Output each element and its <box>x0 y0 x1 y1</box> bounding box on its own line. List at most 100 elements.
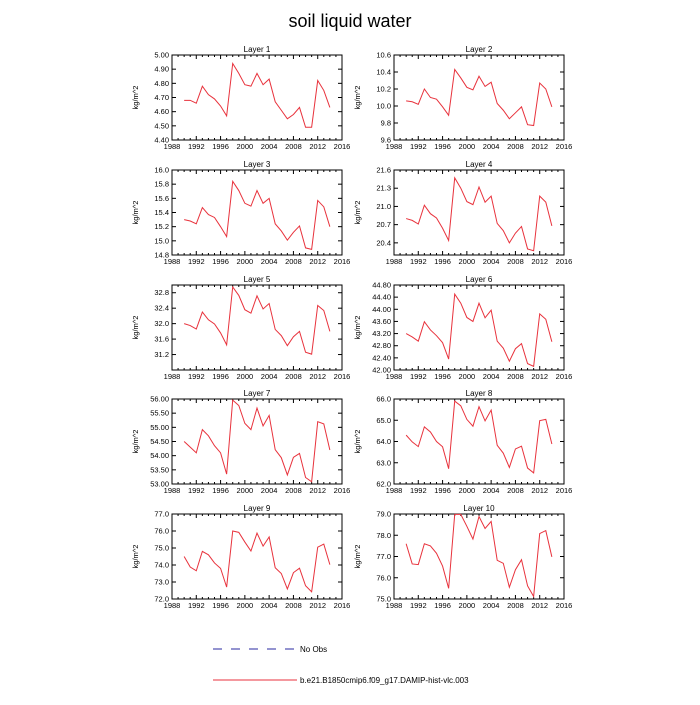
x-tick-label: 1996 <box>434 601 451 610</box>
y-tick-label: 44.80 <box>372 281 391 290</box>
series-line-8 <box>405 400 553 474</box>
y-tick-label: 42.80 <box>372 341 391 350</box>
y-tick-label: 31.2 <box>154 350 169 359</box>
x-tick-label: 1988 <box>386 142 403 151</box>
plot-frame-4 <box>393 169 565 256</box>
series-line-10 <box>405 513 553 599</box>
series-line-9 <box>183 530 331 593</box>
y-tick-label: 62.0 <box>376 480 391 489</box>
y-tick-label: 75.0 <box>154 544 169 553</box>
x-tick-label: 1992 <box>188 372 205 381</box>
x-tick-label: 2004 <box>261 142 278 151</box>
x-tick-label: 1992 <box>188 486 205 495</box>
x-tick-label: 2012 <box>309 486 326 495</box>
series-line-4 <box>405 176 553 252</box>
legend-model-label: b.e21.B1850cmip6.f09_g17.DAMIP-hist-vlc.… <box>300 676 469 685</box>
x-tick-label: 2004 <box>261 257 278 266</box>
y-axis-label-1: kg/m^2 <box>131 86 140 110</box>
x-tick-label: 2008 <box>507 257 524 266</box>
x-tick-label: 2004 <box>483 372 500 381</box>
y-tick-label: 15.6 <box>154 194 169 203</box>
y-tick-label: 4.70 <box>154 93 169 102</box>
figure-title: soil liquid water <box>288 11 411 31</box>
y-tick-label: 15.2 <box>154 222 169 231</box>
x-tick-label: 2016 <box>556 372 573 381</box>
y-tick-label: 14.8 <box>154 251 169 260</box>
y-axis-label-8: kg/m^2 <box>353 430 362 454</box>
panel-layer-7: Layer 7 1988 1992 1996 2000 2004 2008 2012 2016 5… <box>131 389 350 495</box>
x-tick-label: 2000 <box>459 601 476 610</box>
y-tick-label: 9.8 <box>381 119 391 128</box>
x-tick-label: 1996 <box>212 372 229 381</box>
x-tick-label: 1996 <box>434 257 451 266</box>
y-tick-label: 72.0 <box>154 595 169 604</box>
y-tick-label: 43.60 <box>372 317 391 326</box>
y-tick-label: 10.6 <box>376 51 391 60</box>
x-tick-label: 1996 <box>212 142 229 151</box>
y-tick-label: 5.00 <box>154 51 169 60</box>
y-tick-label: 77.0 <box>154 510 169 519</box>
x-tick-label: 1992 <box>188 257 205 266</box>
y-tick-label: 42.00 <box>372 366 391 375</box>
x-tick-label: 2012 <box>531 142 548 151</box>
x-tick-label: 1992 <box>410 257 427 266</box>
panel-layer-2: Layer 2 1988 1992 1996 2000 2004 2008 2012 2016 9… <box>353 45 572 151</box>
x-tick-label: 1996 <box>434 486 451 495</box>
y-tick-label: 76.0 <box>154 527 169 536</box>
x-tick-label: 2000 <box>237 372 254 381</box>
y-tick-label: 43.20 <box>372 329 391 338</box>
x-tick-label: 2004 <box>483 257 500 266</box>
legend: No Obs b.e21.B1850cmip6.f09_g17.DAMIP-hi… <box>213 645 469 685</box>
y-tick-label: 15.0 <box>154 236 169 245</box>
panel-title-8: Layer 8 <box>466 389 493 398</box>
panel-title-4: Layer 4 <box>466 160 493 169</box>
y-tick-label: 65.0 <box>376 416 391 425</box>
x-tick-label: 2000 <box>459 372 476 381</box>
y-tick-label: 55.50 <box>150 409 169 418</box>
x-tick-label: 2004 <box>483 601 500 610</box>
x-tick-label: 2016 <box>334 486 351 495</box>
y-tick-label: 4.80 <box>154 79 169 88</box>
x-tick-label: 1988 <box>386 601 403 610</box>
y-tick-label: 64.0 <box>376 437 391 446</box>
legend-obs-label: No Obs <box>300 645 327 654</box>
x-tick-label: 2012 <box>309 372 326 381</box>
x-tick-label: 1988 <box>164 601 181 610</box>
panel-title-1: Layer 1 <box>244 45 271 54</box>
y-tick-label: 21.0 <box>376 202 391 211</box>
x-tick-label: 2000 <box>237 257 254 266</box>
x-tick-label: 2004 <box>261 601 278 610</box>
x-tick-label: 1988 <box>164 372 181 381</box>
x-tick-label: 2016 <box>556 142 573 151</box>
panel-layer-5: Layer 5 1988 1992 1996 2000 2004 2008 2012 2016 3… <box>131 275 350 381</box>
y-tick-label: 63.0 <box>376 458 391 467</box>
y-axis-label-6: kg/m^2 <box>353 316 362 340</box>
x-tick-label: 1992 <box>410 142 427 151</box>
x-tick-label: 2000 <box>459 142 476 151</box>
y-axis-label-7: kg/m^2 <box>131 430 140 454</box>
y-tick-label: 77.0 <box>376 552 391 561</box>
panel-layer-10: Layer 10 1988 1992 1996 2000 2004 2008 2012 2016… <box>353 504 572 610</box>
x-tick-label: 1988 <box>164 257 181 266</box>
x-tick-label: 2016 <box>556 257 573 266</box>
y-tick-label: 4.40 <box>154 136 169 145</box>
x-tick-label: 1988 <box>164 486 181 495</box>
x-tick-label: 2012 <box>309 257 326 266</box>
y-axis-label-3: kg/m^2 <box>131 201 140 225</box>
y-tick-label: 76.0 <box>376 573 391 582</box>
x-tick-label: 2000 <box>459 257 476 266</box>
x-tick-label: 1992 <box>410 486 427 495</box>
plot-frame-7 <box>171 398 343 485</box>
y-tick-label: 21.3 <box>376 184 391 193</box>
panel-layer-1: Layer 1 1988 1992 1996 2000 2004 2008 2012 2016 4… <box>131 45 350 151</box>
panels: Layer 1 1988 1992 1996 2000 2004 2008 2012 2016 4… <box>131 45 572 610</box>
x-tick-label: 2012 <box>309 142 326 151</box>
x-tick-label: 2012 <box>531 601 548 610</box>
y-tick-label: 54.50 <box>150 437 169 446</box>
plot-frame-2 <box>393 54 565 141</box>
x-tick-label: 2000 <box>237 142 254 151</box>
y-tick-label: 78.0 <box>376 531 391 540</box>
x-tick-label: 1988 <box>386 372 403 381</box>
x-tick-label: 2000 <box>237 601 254 610</box>
y-tick-label: 55.00 <box>150 423 169 432</box>
